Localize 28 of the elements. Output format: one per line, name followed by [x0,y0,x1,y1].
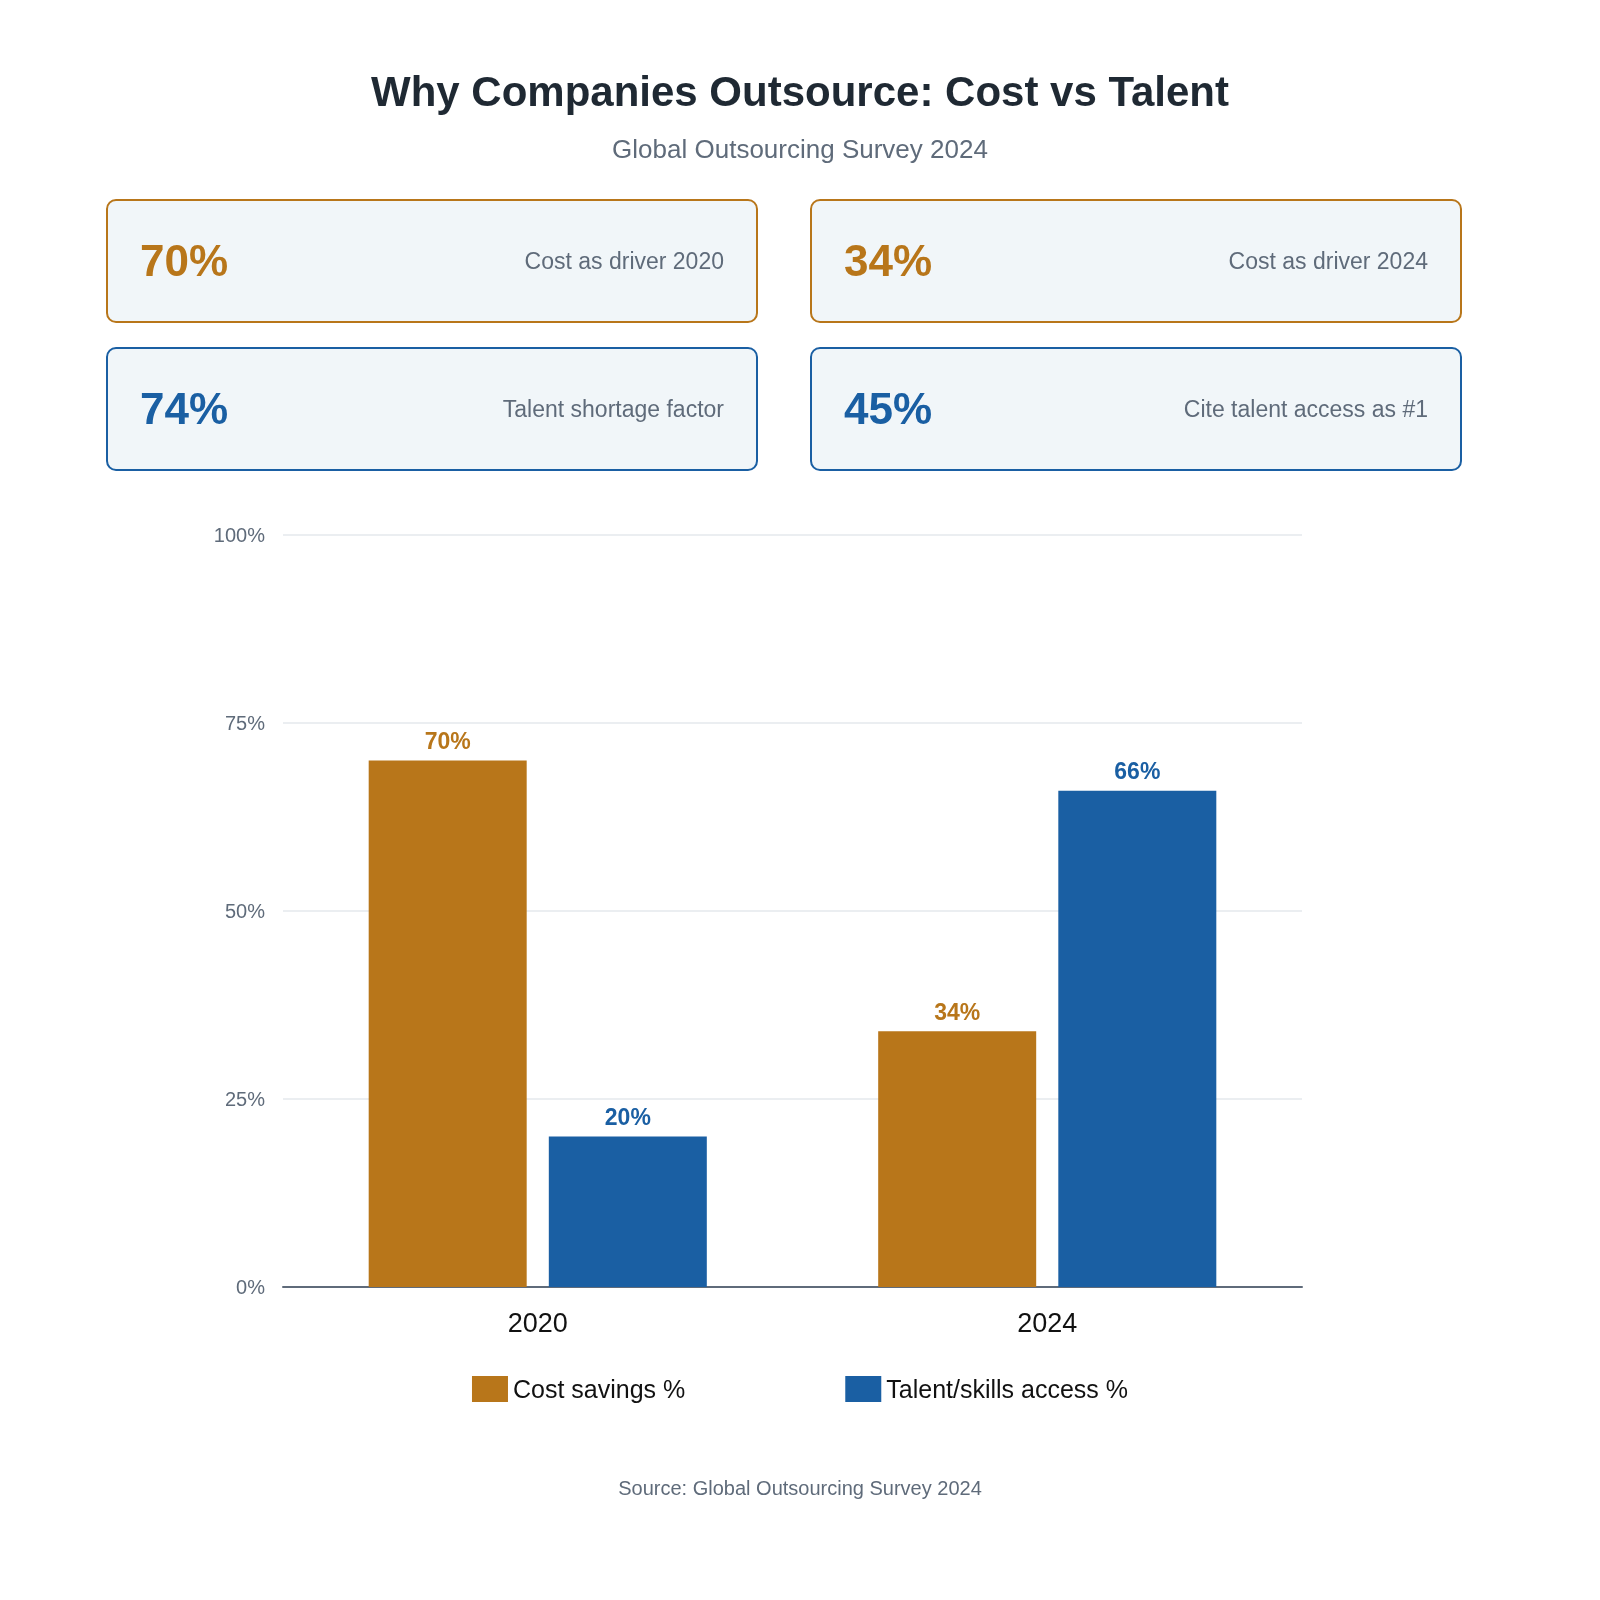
text: 74% [140,384,229,434]
data-label: 66% [1114,758,1161,785]
text: Global Outsourcing Survey 2024 [611,134,989,165]
bar [1058,790,1217,1287]
text: Talent shortage factor [502,395,724,423]
y-tick-label: 25% [224,1088,266,1110]
text: Why Companies Outsource: Cost vs Talent [370,67,1230,116]
data-label: 70% [424,728,471,755]
y-tick-label: 50% [224,900,266,922]
text: Cost as driver 2020 [524,247,724,275]
bar [878,1031,1037,1287]
text: Cost as driver 2024 [1228,247,1428,275]
x-tick-label: 2024 [1017,1307,1078,1338]
source-note: Source: Global Outsourcing Survey 2024 [617,1477,983,1500]
y-tick-label: 75% [224,712,266,734]
legend-label: Talent/skills access % [886,1375,1129,1403]
bar [368,760,527,1287]
legend-label: Cost savings % [512,1375,686,1403]
text: 34% [844,236,933,286]
y-tick-label: 100% [213,524,266,546]
x-tick-label: 2020 [507,1307,568,1338]
text: 70% [140,236,229,286]
data-label: 20% [604,1104,651,1131]
bar [548,1136,707,1287]
y-tick-label: 0% [236,1276,266,1298]
data-label: 34% [934,998,981,1025]
text: 45% [844,384,933,434]
text: Cite talent access as #1 [1183,395,1428,423]
